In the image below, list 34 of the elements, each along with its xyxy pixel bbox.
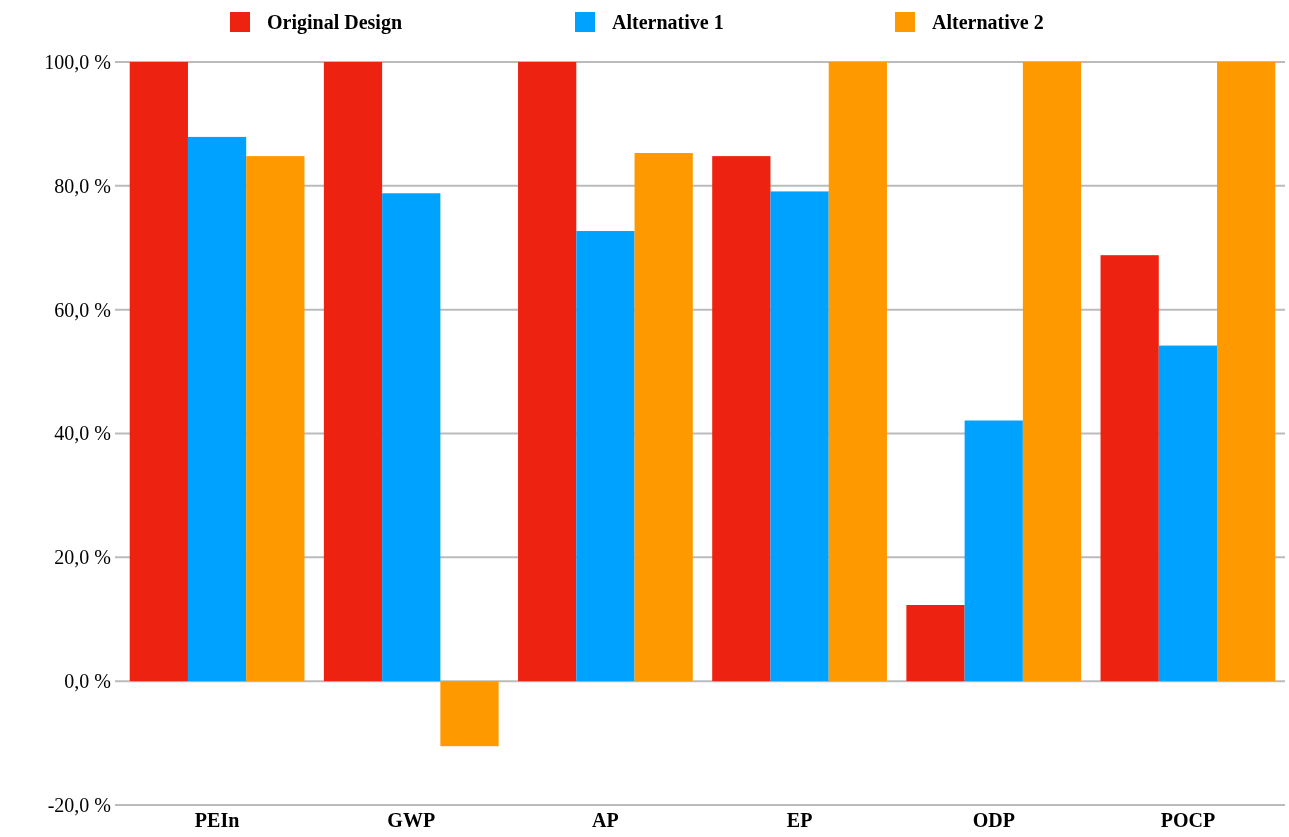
bar [518, 62, 577, 682]
legend-label: Alternative 1 [612, 11, 724, 33]
bar [440, 681, 499, 747]
bar [1022, 62, 1082, 682]
bar [964, 420, 1023, 682]
y-tick-label: 100,0 % [44, 50, 111, 73]
bar [634, 153, 693, 682]
x-tick-label: PEIn [194, 809, 240, 832]
bar [1100, 255, 1159, 682]
bar [129, 62, 188, 682]
bar [770, 191, 829, 682]
bar [828, 62, 887, 682]
x-tick-label: ODP [972, 809, 1015, 832]
legend-label: Alternative 2 [932, 11, 1044, 33]
bar [246, 156, 305, 682]
bar [906, 605, 965, 682]
y-tick-label: 60,0 % [54, 298, 111, 321]
bar [382, 193, 441, 682]
bar [1217, 62, 1276, 682]
y-tick-label: 20,0 % [54, 546, 111, 569]
bar [1158, 345, 1218, 682]
bar [712, 156, 771, 682]
x-tick-label: AP [592, 809, 619, 832]
bar [576, 231, 635, 682]
bar [187, 136, 247, 682]
x-tick-label: EP [786, 809, 813, 832]
y-tick-label: 40,0 % [54, 422, 111, 445]
x-tick-label: POCP [1160, 809, 1216, 832]
y-tick-label: -20,0 % [47, 793, 111, 816]
legend-label: Original Design [267, 11, 403, 34]
bar [323, 62, 383, 682]
y-tick-label: 80,0 % [54, 174, 111, 197]
y-tick-label: 0,0 % [64, 670, 111, 693]
x-tick-label: GWP [387, 809, 436, 832]
